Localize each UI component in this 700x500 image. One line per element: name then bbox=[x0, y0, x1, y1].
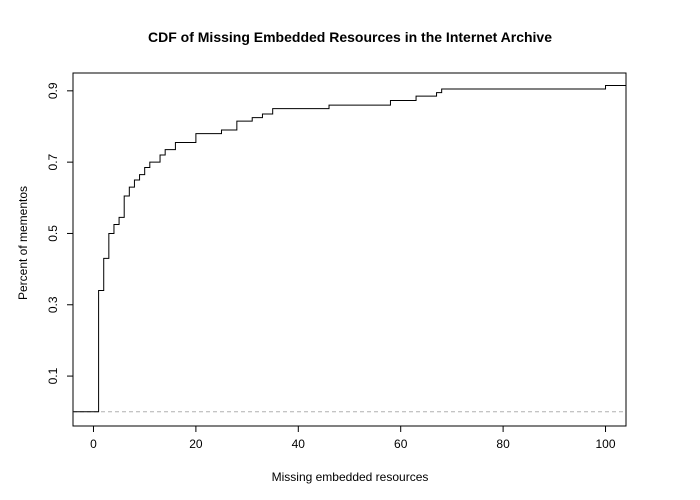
y-tick-label-0.3: 0.3 bbox=[46, 296, 60, 313]
x-tick-label-0: 0 bbox=[90, 437, 97, 451]
plot-frame bbox=[72, 72, 627, 427]
cdf-step-line-0 bbox=[73, 84, 626, 413]
y-tick-label-0.5: 0.5 bbox=[46, 225, 60, 242]
x-tick-label-80: 80 bbox=[496, 437, 510, 451]
y-axis: 0.1 0.3 0.5 0.7 0.9 bbox=[46, 82, 73, 384]
y-axis-label: Percent of mementos bbox=[16, 186, 30, 300]
x-tick-label-40: 40 bbox=[292, 437, 306, 451]
chart-title: CDF of Missing Embedded Resources in the… bbox=[148, 29, 552, 45]
x-axis-label: Missing embedded resources bbox=[272, 470, 429, 484]
y-tick-label-0.1: 0.1 bbox=[46, 367, 60, 384]
x-tick-label-60: 60 bbox=[394, 437, 408, 451]
x-tick-label-20: 20 bbox=[189, 437, 203, 451]
y-tick-label-0.9: 0.9 bbox=[46, 82, 60, 99]
y-tick-label-0.7: 0.7 bbox=[46, 153, 60, 170]
x-tick-label-100: 100 bbox=[596, 437, 616, 451]
x-axis: 0 20 40 60 80 100 bbox=[90, 426, 616, 451]
series-layer bbox=[73, 84, 626, 413]
